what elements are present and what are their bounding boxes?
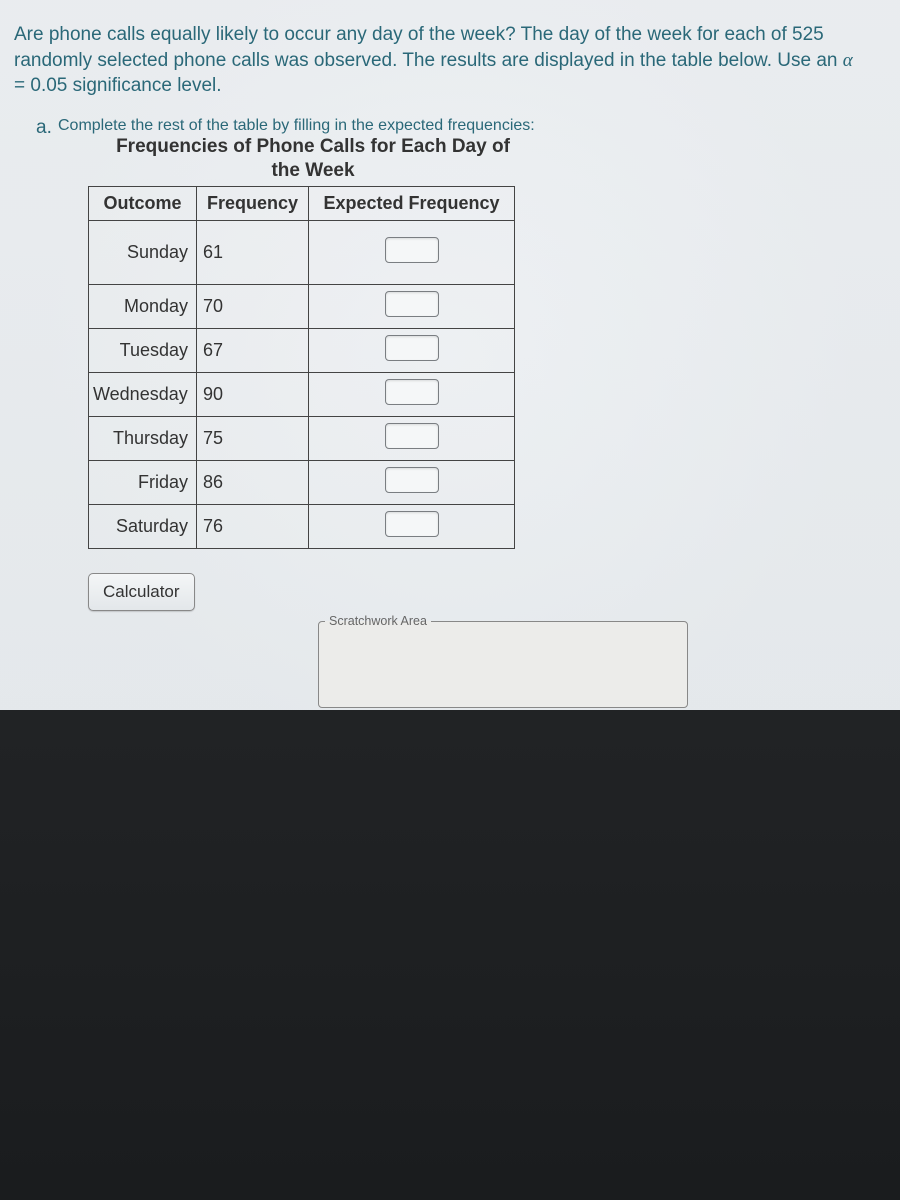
question-a-block: a. Complete the rest of the table by fil… [14, 117, 886, 612]
expected-input[interactable] [385, 335, 439, 361]
expected-input[interactable] [385, 467, 439, 493]
cell-outcome: Saturday [89, 505, 197, 549]
table-title: Frequencies of Phone Calls for Each Day … [88, 135, 538, 183]
table-row: Friday 86 [89, 461, 515, 505]
table-row: Monday 70 [89, 285, 515, 329]
table-header-row: Outcome Frequency Expected Frequency [89, 187, 515, 221]
cell-frequency: 70 [197, 285, 309, 329]
cell-outcome: Friday [89, 461, 197, 505]
cell-outcome: Monday [89, 285, 197, 329]
table-row: Thursday 75 [89, 417, 515, 461]
alpha-symbol: α [843, 50, 853, 71]
cell-frequency: 61 [197, 221, 309, 285]
cell-expected [309, 221, 515, 285]
expected-input[interactable] [385, 379, 439, 405]
expected-input[interactable] [385, 511, 439, 537]
intro-line1: Are phone calls equally likely to occur … [14, 24, 824, 45]
col-frequency: Frequency [197, 187, 309, 221]
cell-frequency: 75 [197, 417, 309, 461]
calculator-button[interactable]: Calculator [88, 573, 195, 611]
cell-expected [309, 373, 515, 417]
cell-frequency: 90 [197, 373, 309, 417]
question-text: Complete the rest of the table by fillin… [58, 117, 535, 134]
cell-expected [309, 505, 515, 549]
table-row: Tuesday 67 [89, 329, 515, 373]
cell-outcome: Thursday [89, 417, 197, 461]
col-outcome: Outcome [89, 187, 197, 221]
scratchwork-label: Scratchwork Area [325, 614, 431, 628]
scratchwork-area[interactable]: Scratchwork Area [318, 614, 688, 708]
table-row: Saturday 76 [89, 505, 515, 549]
table-title-l1: Frequencies of Phone Calls for Each Day … [116, 136, 510, 157]
intro-text: Are phone calls equally likely to occur … [14, 22, 874, 99]
intro-line2a: randomly selected phone calls was observ… [14, 50, 843, 71]
cell-expected [309, 285, 515, 329]
expected-input[interactable] [385, 423, 439, 449]
table-row: Wednesday 90 [89, 373, 515, 417]
cell-outcome: Wednesday [89, 373, 197, 417]
expected-input[interactable] [385, 237, 439, 263]
intro-line3: = 0.05 significance level. [14, 75, 222, 96]
cell-frequency: 76 [197, 505, 309, 549]
table-row: Sunday 61 [89, 221, 515, 285]
cell-frequency: 67 [197, 329, 309, 373]
table-body: Sunday 61 Monday 70 Tuesday 67 Wednesday… [89, 221, 515, 549]
expected-input[interactable] [385, 291, 439, 317]
col-expected: Expected Frequency [309, 187, 515, 221]
cell-outcome: Sunday [89, 221, 197, 285]
problem-panel: Are phone calls equally likely to occur … [0, 0, 900, 710]
frequency-table: Outcome Frequency Expected Frequency Sun… [88, 186, 515, 549]
cell-expected [309, 417, 515, 461]
cell-frequency: 86 [197, 461, 309, 505]
question-marker: a. [36, 117, 52, 139]
cell-outcome: Tuesday [89, 329, 197, 373]
table-title-l2: the Week [271, 160, 354, 181]
cell-expected [309, 461, 515, 505]
cell-expected [309, 329, 515, 373]
